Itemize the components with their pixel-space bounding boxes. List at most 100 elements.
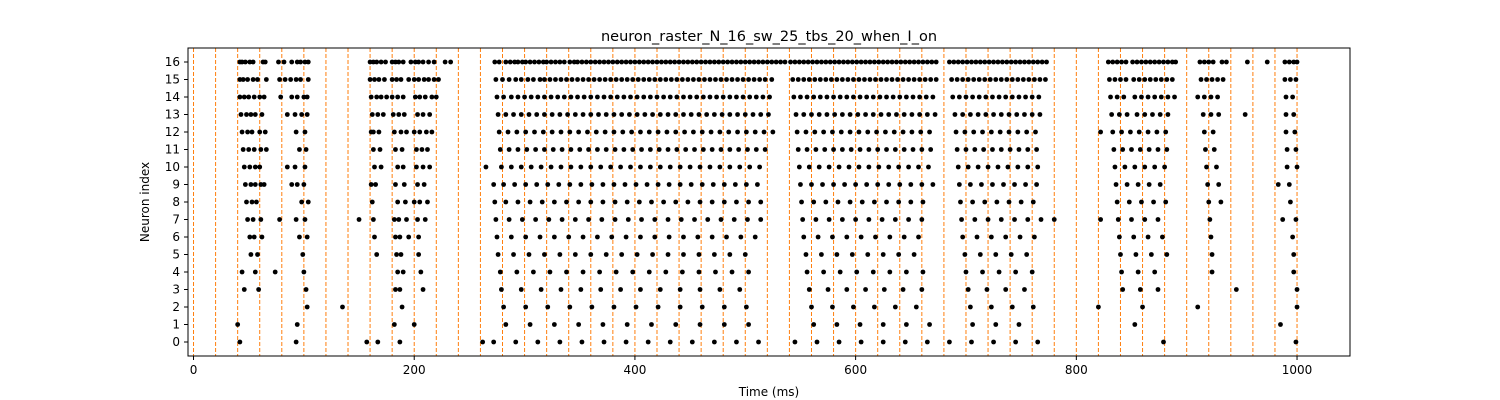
spike-point xyxy=(262,129,268,135)
spike-point xyxy=(401,112,407,117)
spike-point xyxy=(539,199,545,205)
spike-point xyxy=(508,94,514,100)
spike-point xyxy=(1134,112,1140,117)
spike-point xyxy=(614,59,620,65)
spike-point xyxy=(1029,112,1035,117)
spike-point xyxy=(483,164,489,170)
spike-point xyxy=(859,199,865,205)
spike-point xyxy=(242,59,248,65)
spike-point xyxy=(697,322,703,327)
spike-point xyxy=(1220,77,1226,82)
spike-point xyxy=(902,339,908,345)
spike-point xyxy=(603,112,609,117)
spike-point xyxy=(761,129,767,135)
x-axis-ticks: 0 200 400 600 800 1000 xyxy=(190,356,1312,377)
spike-point xyxy=(951,59,957,65)
spike-point xyxy=(1157,182,1163,187)
spike-point xyxy=(491,182,497,187)
spike-point xyxy=(916,164,921,170)
spike-point xyxy=(867,59,873,65)
spike-point xyxy=(1013,269,1019,275)
spike-point xyxy=(645,59,651,65)
spike-point xyxy=(1118,252,1123,257)
spike-point xyxy=(531,77,536,82)
spike-point xyxy=(1132,94,1138,100)
spike-point xyxy=(1132,322,1138,327)
spike-point xyxy=(871,59,877,65)
spike-point xyxy=(972,217,978,222)
spike-point xyxy=(420,59,426,65)
spike-point xyxy=(412,59,418,65)
spike-point xyxy=(417,94,423,100)
spike-point xyxy=(411,129,417,135)
spike-point xyxy=(778,59,783,65)
spike-point xyxy=(305,59,311,65)
spike-point xyxy=(244,112,249,117)
spike-point xyxy=(740,94,746,100)
spike-point xyxy=(657,287,663,292)
y-tick-label: 13 xyxy=(165,108,180,122)
spike-point xyxy=(918,129,924,135)
spike-point xyxy=(1126,199,1132,205)
spike-point xyxy=(239,129,245,135)
spike-point xyxy=(533,147,539,152)
spike-point xyxy=(737,164,743,170)
spike-point xyxy=(700,94,706,100)
spike-point xyxy=(551,199,557,205)
spike-point xyxy=(721,182,727,187)
spike-point xyxy=(718,217,724,222)
spike-point xyxy=(767,94,772,100)
spike-point xyxy=(580,112,586,117)
spike-point xyxy=(557,339,563,345)
spike-point xyxy=(293,129,299,135)
spike-point xyxy=(1163,199,1169,205)
spike-point xyxy=(844,287,850,292)
spike-point xyxy=(746,269,751,275)
spike-point xyxy=(414,147,419,152)
spike-point xyxy=(300,252,306,257)
spike-point xyxy=(649,199,654,205)
y-tick-label: 4 xyxy=(172,265,180,279)
spike-point xyxy=(297,234,302,240)
spike-point xyxy=(419,147,425,152)
spike-point xyxy=(832,112,838,117)
spike-point xyxy=(962,129,968,135)
spike-point xyxy=(713,77,718,82)
spike-point xyxy=(1160,234,1165,240)
spike-point xyxy=(426,59,431,65)
spike-point xyxy=(1161,59,1166,65)
spike-point xyxy=(427,112,433,117)
spike-point xyxy=(795,77,801,82)
spike-point xyxy=(1003,94,1009,100)
spike-point xyxy=(641,77,647,82)
spike-point xyxy=(1128,129,1133,135)
spike-point xyxy=(372,164,377,170)
spike-point xyxy=(1208,112,1214,117)
spike-point xyxy=(501,182,506,187)
spike-point xyxy=(420,112,426,117)
spike-point xyxy=(302,129,308,135)
spike-point xyxy=(421,77,427,82)
spike-point xyxy=(1110,129,1116,135)
spike-point xyxy=(871,304,877,310)
spike-point xyxy=(1145,94,1151,100)
spike-point xyxy=(634,112,640,117)
spike-point xyxy=(254,199,259,205)
spike-point xyxy=(854,59,860,65)
spike-point xyxy=(847,129,853,135)
spike-point xyxy=(1109,112,1115,117)
spike-point xyxy=(370,59,376,65)
spike-point xyxy=(376,129,382,135)
spike-point xyxy=(738,234,744,240)
spike-point xyxy=(762,147,768,152)
spike-point xyxy=(293,217,299,222)
spike-point xyxy=(1286,182,1292,187)
spike-point xyxy=(1294,304,1300,310)
spike-point xyxy=(1124,112,1130,117)
spike-point xyxy=(506,147,512,152)
spike-point xyxy=(399,304,405,310)
spike-point xyxy=(960,234,966,240)
spike-point xyxy=(608,94,614,100)
y-tick-label: 3 xyxy=(172,283,180,297)
spike-point xyxy=(417,129,423,135)
